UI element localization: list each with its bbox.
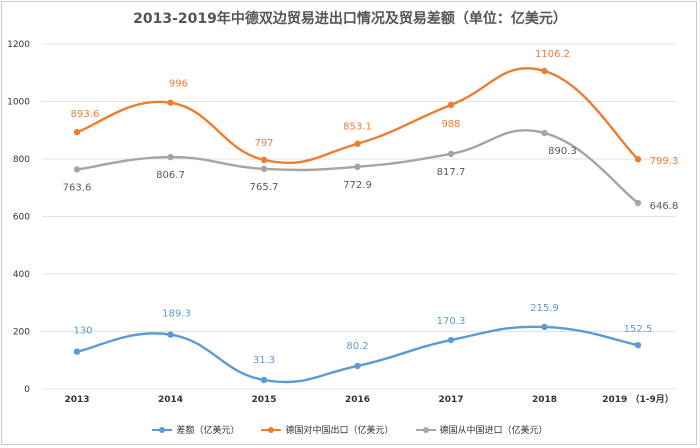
data-point: [167, 331, 174, 338]
legend-swatch: [415, 426, 436, 434]
data-label: 853.1: [343, 122, 372, 133]
data-point: [447, 150, 455, 158]
data-point: [634, 341, 642, 349]
data-label: 817.7: [437, 167, 466, 178]
series-line: [76, 325, 639, 384]
y-tick-label: 1000: [7, 98, 30, 108]
data-label: 765.7: [250, 182, 279, 193]
y-axis-ticks: 0 200 400 600 800 1000 1200: [7, 40, 30, 395]
legend: 差额（亿美元） 德国对中国出口（亿美元） 德国从中国进口（亿美元）: [0, 423, 700, 436]
y-tick-label: 400: [13, 270, 30, 280]
data-point: [73, 348, 81, 355]
data-label: 646.8: [650, 201, 679, 212]
data-label: 31.3: [253, 355, 275, 366]
legend-swatch: [261, 426, 282, 434]
data-label: 893.6: [71, 109, 100, 120]
legend-label: 德国对中国出口（亿美元）: [285, 426, 394, 436]
legend-item: 德国对中国出口（亿美元）: [261, 423, 394, 436]
data-label: 80.2: [346, 341, 368, 352]
data-point: [73, 128, 81, 136]
data-label: 170.3: [437, 316, 466, 327]
legend-swatch: [152, 426, 173, 434]
data-point: [260, 376, 268, 384]
series-lines: [73, 67, 642, 384]
data-point: [447, 101, 455, 109]
data-point: [260, 156, 268, 164]
data-point: [541, 323, 548, 331]
data-label: 799.3: [650, 156, 679, 167]
data-label: 890.3: [548, 146, 577, 157]
y-tick-label: 1200: [7, 40, 30, 50]
data-point: [354, 163, 361, 170]
data-point: [167, 153, 174, 161]
x-tick-label: 2013: [64, 395, 89, 405]
x-tick-label: 2017: [438, 395, 463, 405]
x-tick-label: 2019 （1-9月）: [602, 394, 673, 405]
legend-item: 差额（亿美元）: [152, 423, 239, 436]
x-axis-ticks: 2013 2014 2015 2016 2017 2018 2019 （1-9月）: [64, 394, 673, 405]
data-label: 152.5: [624, 324, 653, 335]
data-label: 797: [254, 138, 273, 149]
data-label: 215.9: [530, 303, 559, 314]
data-point: [634, 156, 642, 163]
data-point: [541, 67, 548, 75]
data-point: [447, 336, 455, 344]
data-label: 189.3: [162, 309, 191, 320]
data-point: [73, 166, 81, 173]
data-point: [541, 129, 548, 137]
gridlines: [42, 43, 676, 390]
legend-label: 德国从中国进口（亿美元）: [439, 426, 548, 436]
data-label: 806.7: [156, 170, 185, 181]
y-tick-label: 200: [13, 328, 30, 338]
y-tick-label: 800: [13, 155, 30, 165]
x-tick-label: 2015: [251, 395, 276, 405]
data-label: 988: [441, 119, 460, 130]
data-point: [634, 199, 642, 207]
chart-title: 2013-2019年中德双边贸易进出口情况及贸易差额（单位：亿美元）: [133, 11, 567, 27]
legend-label: 差额（亿美元）: [176, 426, 240, 436]
data-label: 1106.2: [535, 49, 570, 60]
data-label: 763.6: [63, 182, 92, 193]
data-label: 772.9: [343, 180, 372, 191]
legend-item: 德国从中国进口（亿美元）: [415, 423, 548, 436]
x-tick-label: 2018: [532, 395, 557, 405]
y-tick-label: 0: [24, 385, 30, 395]
data-point: [260, 165, 268, 173]
data-label: 130: [73, 326, 92, 337]
data-point: [167, 99, 174, 106]
data-labels: 130 189.3 31.3 80.2 170.3 215.9 152.5 893.6 996 7…: [63, 49, 679, 366]
data-label: 996: [169, 79, 188, 90]
data-point: [354, 140, 361, 147]
data-point: [354, 362, 361, 370]
x-tick-label: 2016: [345, 395, 370, 405]
y-tick-label: 600: [13, 213, 30, 223]
x-tick-label: 2014: [158, 395, 183, 405]
